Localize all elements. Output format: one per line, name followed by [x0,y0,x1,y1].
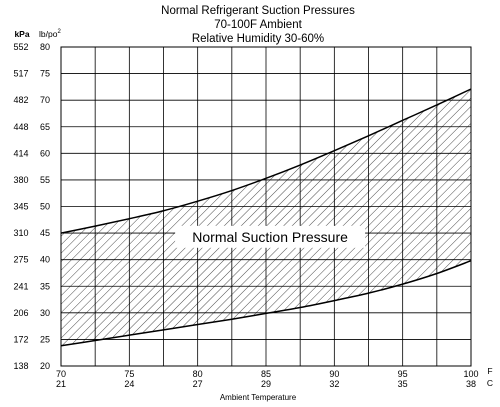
y-unit-lb: lb/po2 [39,29,61,39]
chart-title-line-1: Normal Refrigerant Suction Pressures [161,5,355,17]
band-label-background [175,225,366,248]
y-tick-label-lb: 35 [40,281,50,291]
x-tick-label-f: 80 [193,369,203,379]
y-tick-label-lb: 25 [40,334,50,344]
x-tick-label-c: 35 [398,379,408,389]
y-tick-label-kpa: 275 [13,255,28,265]
normal-pressure-band [61,89,471,346]
y-tick-label-kpa: 448 [13,122,28,132]
y-tick-label-kpa: 138 [13,361,28,371]
y-tick-label-kpa: 310 [13,228,28,238]
y-tick-label-lb: 20 [40,361,50,371]
x-unit-f: F [487,366,492,376]
y-tick-label-kpa: 552 [13,42,28,52]
y-tick-label-kpa: 172 [13,334,28,344]
x-axis-title: Ambient Temperature [220,393,297,402]
lower-pressure-line [60,260,472,347]
y-tick-label-lb: 75 [40,69,50,79]
y-tick-label-kpa: 380 [13,175,28,185]
y-tick-label-lb: 70 [40,95,50,105]
y-tick-label-kpa: 345 [13,202,28,212]
x-tick-label-f: 90 [329,369,339,379]
x-tick-label-c: 27 [193,379,203,389]
y-tick-label-kpa: 482 [13,95,28,105]
x-tick-label-f: 100 [463,369,478,379]
x-tick-label-c: 21 [56,379,66,389]
y-tick-label-kpa: 517 [13,69,28,79]
y-tick-label-lb: 55 [40,175,50,185]
x-tick-label-f: 95 [398,369,408,379]
upper-pressure-line [60,88,472,234]
y-tick-label-kpa: 414 [13,148,28,158]
x-unit-c: C [487,378,493,388]
y-tick-label-lb: 40 [40,255,50,265]
band-label: Normal Suction Pressure [192,229,348,245]
x-tick-label-f: 70 [56,369,66,379]
y-tick-label-lb: 60 [40,148,50,158]
x-tick-label-c: 24 [124,379,134,389]
y-tick-label-lb: 65 [40,122,50,132]
y-tick-label-lb: 50 [40,202,50,212]
chart-title-line-2: 70-100F Ambient [214,19,302,31]
y-tick-label-lb: 30 [40,308,50,318]
y-tick-label-lb: 80 [40,42,50,52]
plot-frame [60,46,472,367]
x-tick-label-c: 32 [329,379,339,389]
chart-title-line-3: Relative Humidity 30-60% [192,33,324,45]
x-tick-label-f: 85 [261,369,271,379]
y-unit-kpa: kPa [14,29,29,39]
x-tick-label-c: 29 [261,379,271,389]
x-tick-label-f: 75 [124,369,134,379]
y-tick-label-kpa: 206 [13,308,28,318]
y-tick-label-kpa: 241 [13,281,28,291]
y-tick-label-lb: 45 [40,228,50,238]
x-tick-label-c: 38 [466,379,476,389]
